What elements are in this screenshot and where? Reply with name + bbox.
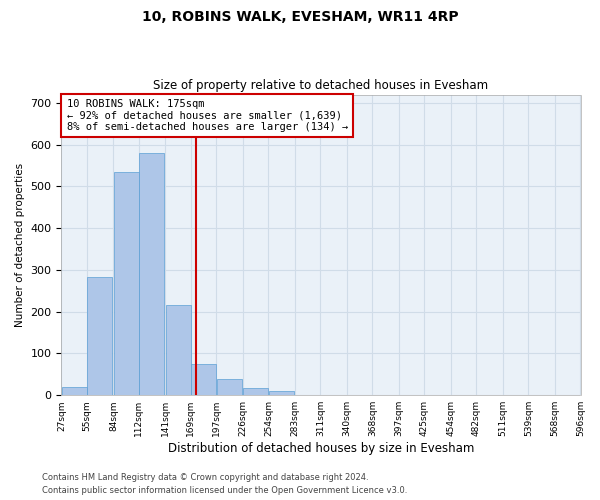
- Bar: [114, 172, 139, 395]
- Bar: [269, 391, 293, 395]
- Y-axis label: Number of detached properties: Number of detached properties: [15, 163, 25, 327]
- Bar: [88, 278, 112, 395]
- Title: Size of property relative to detached houses in Evesham: Size of property relative to detached ho…: [154, 79, 488, 92]
- Text: Contains HM Land Registry data © Crown copyright and database right 2024.
Contai: Contains HM Land Registry data © Crown c…: [42, 474, 407, 495]
- Bar: [217, 378, 242, 395]
- Text: 10 ROBINS WALK: 175sqm
← 92% of detached houses are smaller (1,639)
8% of semi-d: 10 ROBINS WALK: 175sqm ← 92% of detached…: [67, 99, 348, 132]
- Text: 10, ROBINS WALK, EVESHAM, WR11 4RP: 10, ROBINS WALK, EVESHAM, WR11 4RP: [142, 10, 458, 24]
- Bar: [166, 306, 191, 395]
- Bar: [244, 388, 268, 395]
- Bar: [191, 364, 216, 395]
- X-axis label: Distribution of detached houses by size in Evesham: Distribution of detached houses by size …: [168, 442, 474, 455]
- Bar: [139, 153, 164, 395]
- Bar: [62, 387, 86, 395]
